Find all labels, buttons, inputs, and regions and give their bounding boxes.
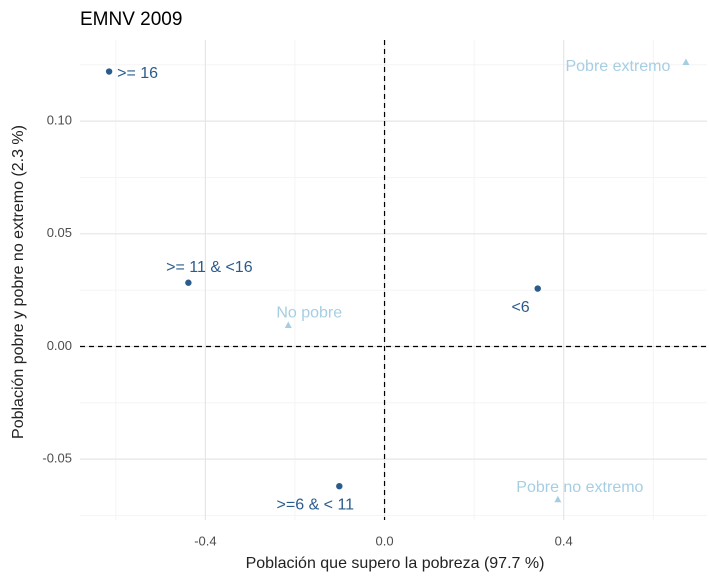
chart-title: EMNV 2009	[80, 9, 182, 30]
y-axis-label: Población pobre y pobre no extremo (2.3 …	[10, 125, 27, 439]
point-label: >= 16	[117, 65, 158, 82]
point-label: Pobre no extremo	[516, 479, 643, 496]
point-label: >=6 & < 11	[277, 496, 355, 513]
point-label: <6	[511, 299, 529, 316]
x-tick-label: 0.0	[376, 533, 394, 548]
point	[534, 285, 541, 292]
x-axis-label: Población que supero la pobreza (97.7 %)	[246, 555, 545, 572]
point-label: >= 11 & <16	[166, 259, 253, 276]
x-tick-label: -0.4	[194, 533, 216, 548]
y-tick-label: 0.00	[47, 338, 72, 353]
y-tick-label: -0.05	[42, 451, 72, 466]
x-tick-label: 0.4	[555, 533, 573, 548]
point	[336, 482, 343, 490]
point	[554, 495, 562, 503]
point	[682, 58, 690, 66]
point	[185, 279, 192, 286]
point	[105, 68, 113, 75]
point-label: No pobre	[276, 305, 342, 322]
y-tick-label: 0.05	[47, 225, 72, 240]
y-tick-label: 0.10	[47, 113, 72, 128]
point-label: Pobre extremo	[565, 58, 670, 75]
point	[284, 321, 292, 329]
